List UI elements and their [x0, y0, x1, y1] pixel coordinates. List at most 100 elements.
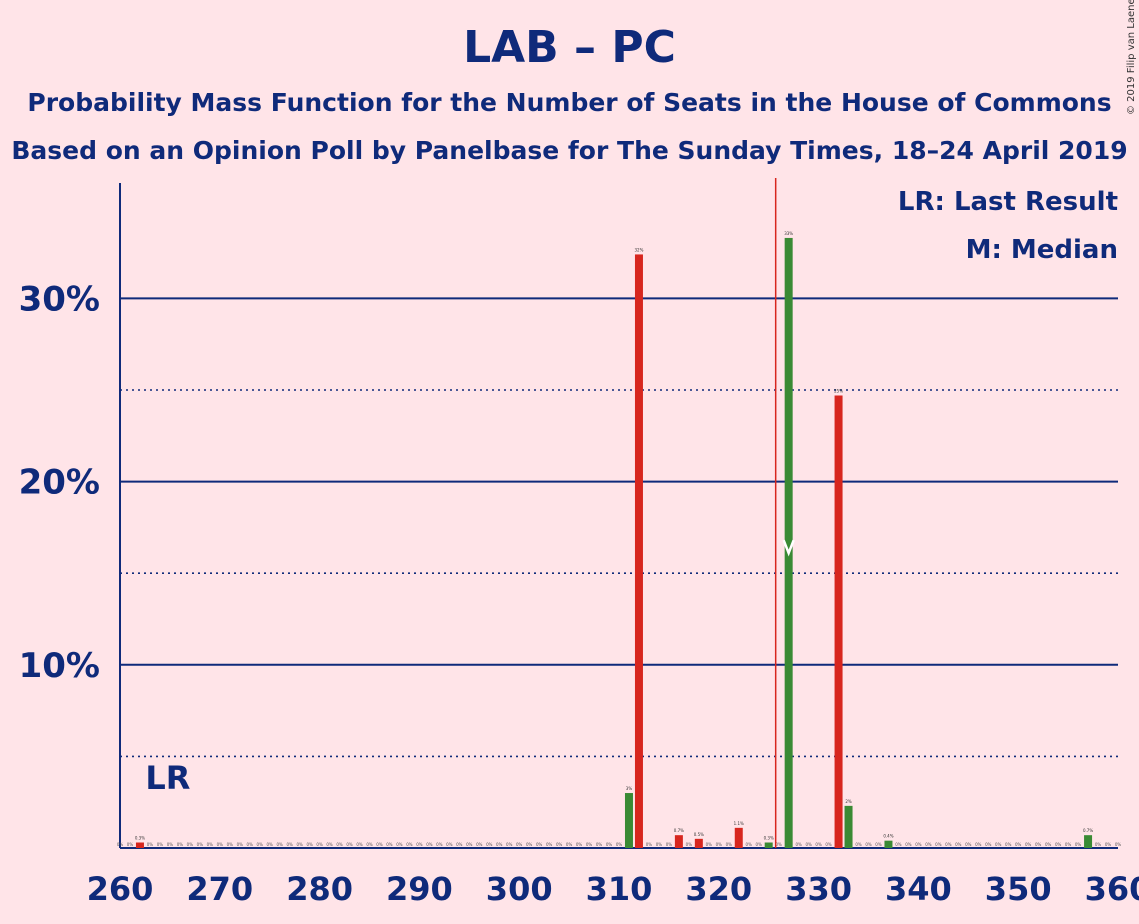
- zero-value-label: 0%: [895, 842, 902, 847]
- chart-title: LAB – PC: [463, 22, 676, 73]
- zero-value-label: 0%: [346, 842, 353, 847]
- seat-bar: [784, 237, 793, 849]
- zero-value-label: 0%: [825, 842, 832, 847]
- zero-value-label: 0%: [237, 842, 244, 847]
- zero-value-label: 0%: [496, 842, 503, 847]
- zero-value-label: 0%: [586, 842, 593, 847]
- y-tick-label: 30%: [19, 279, 100, 319]
- seat-bar: [1084, 835, 1093, 848]
- zero-value-label: 0%: [127, 842, 134, 847]
- zero-value-label: 0%: [366, 842, 373, 847]
- zero-value-label: 0%: [326, 842, 333, 847]
- zero-value-label: 0%: [706, 842, 713, 847]
- zero-value-label: 0%: [776, 842, 783, 847]
- zero-value-label: 0%: [376, 842, 383, 847]
- zero-value-label: 0%: [486, 842, 493, 847]
- zero-value-label: 0%: [147, 842, 154, 847]
- zero-value-label: 0%: [566, 842, 573, 847]
- zero-value-label: 0%: [746, 842, 753, 847]
- zero-value-label: 0%: [446, 842, 453, 847]
- zero-value-label: 0%: [526, 842, 533, 847]
- zero-value-label: 0%: [396, 842, 403, 847]
- last-result-label: LR: [145, 759, 190, 797]
- seat-bar: [884, 840, 893, 848]
- zero-value-label: 0%: [476, 842, 483, 847]
- zero-value-label: 0%: [1015, 842, 1022, 847]
- zero-value-label: 0%: [1075, 842, 1082, 847]
- zero-value-label: 0%: [945, 842, 952, 847]
- x-tick-label: 260: [87, 870, 154, 908]
- zero-value-label: 0%: [985, 842, 992, 847]
- zero-value-label: 0%: [336, 842, 343, 847]
- bar-value-label: 1.1%: [734, 821, 744, 826]
- zero-value-label: 0%: [646, 842, 653, 847]
- zero-value-label: 0%: [805, 842, 812, 847]
- zero-value-label: 0%: [606, 842, 613, 847]
- bar-value-label: 0.7%: [674, 828, 684, 833]
- seat-bar: [624, 793, 633, 848]
- zero-value-label: 0%: [935, 842, 942, 847]
- seat-bar: [734, 827, 743, 848]
- x-tick-label: 300: [486, 870, 553, 908]
- seat-bar: [834, 395, 843, 848]
- seat-bar: [674, 835, 683, 848]
- zero-value-label: 0%: [316, 842, 323, 847]
- bar-value-label: 0.4%: [883, 834, 893, 839]
- zero-value-label: 0%: [666, 842, 673, 847]
- zero-value-label: 0%: [247, 842, 254, 847]
- bar-value-label: 0.5%: [694, 832, 704, 837]
- bar-value-label: 32%: [635, 247, 644, 252]
- zero-value-label: 0%: [356, 842, 363, 847]
- zero-value-label: 0%: [506, 842, 513, 847]
- zero-value-label: 0%: [965, 842, 972, 847]
- zero-value-label: 0%: [197, 842, 204, 847]
- zero-value-label: 0%: [167, 842, 174, 847]
- x-tick-label: 350: [985, 870, 1052, 908]
- zero-value-label: 0%: [227, 842, 234, 847]
- median-marker: [782, 539, 795, 557]
- zero-value-label: 0%: [995, 842, 1002, 847]
- bar-value-label: 0.7%: [1083, 828, 1093, 833]
- seat-bar: [694, 838, 703, 848]
- zero-value-label: 0%: [277, 842, 284, 847]
- bar-value-label: 0.3%: [135, 836, 145, 841]
- x-tick-label: 360: [1085, 870, 1139, 908]
- bar-value-label: 0.3%: [764, 836, 774, 841]
- zero-value-label: 0%: [656, 842, 663, 847]
- zero-value-label: 0%: [1105, 842, 1112, 847]
- zero-value-label: 0%: [686, 842, 693, 847]
- zero-value-label: 0%: [296, 842, 303, 847]
- zero-value-label: 0%: [1055, 842, 1062, 847]
- legend-median: M: Median: [966, 235, 1118, 265]
- chart-subtitle: Probability Mass Function for the Number…: [27, 88, 1112, 117]
- zero-value-label: 0%: [416, 842, 423, 847]
- zero-value-label: 0%: [1115, 842, 1122, 847]
- seat-bar: [764, 842, 773, 848]
- zero-value-label: 0%: [1035, 842, 1042, 847]
- zero-value-label: 0%: [436, 842, 443, 847]
- zero-value-label: 0%: [905, 842, 912, 847]
- zero-value-label: 0%: [556, 842, 563, 847]
- x-tick-label: 270: [186, 870, 253, 908]
- zero-value-label: 0%: [955, 842, 962, 847]
- zero-value-label: 0%: [1095, 842, 1102, 847]
- zero-value-label: 0%: [187, 842, 194, 847]
- zero-value-label: 0%: [117, 842, 124, 847]
- zero-value-label: 0%: [1065, 842, 1072, 847]
- x-tick-label: 280: [286, 870, 353, 908]
- bar-value-label: 33%: [784, 231, 793, 236]
- bar-value-label: 3%: [626, 786, 633, 791]
- zero-value-label: 0%: [516, 842, 523, 847]
- zero-value-label: 0%: [217, 842, 224, 847]
- zero-value-label: 0%: [1045, 842, 1052, 847]
- zero-value-label: 0%: [726, 842, 733, 847]
- zero-value-label: 0%: [865, 842, 872, 847]
- x-tick-label: 310: [586, 870, 653, 908]
- x-tick-label: 290: [386, 870, 453, 908]
- zero-value-label: 0%: [546, 842, 553, 847]
- seat-bar: [844, 805, 853, 848]
- bar-value-label: 25%: [834, 388, 843, 393]
- zero-value-label: 0%: [915, 842, 922, 847]
- seat-bar: [634, 254, 643, 848]
- zero-value-label: 0%: [456, 842, 463, 847]
